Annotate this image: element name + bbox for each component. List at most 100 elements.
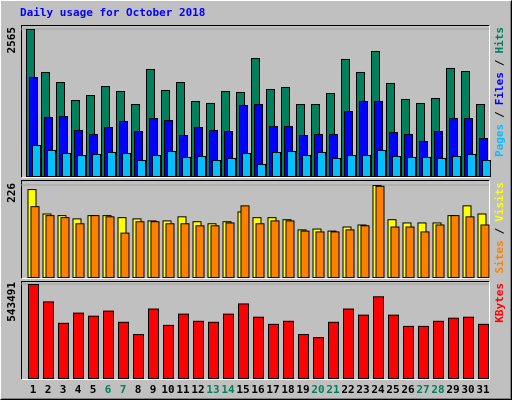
bar	[73, 312, 84, 380]
x-tick-label: 19	[296, 383, 309, 396]
bar	[360, 225, 370, 279]
legend-entry: Hits	[493, 27, 506, 54]
legend: KBytes	[493, 283, 506, 323]
bar	[225, 222, 235, 278]
bar	[285, 220, 295, 278]
bar	[302, 155, 311, 178]
legend-entry: Pages	[493, 124, 506, 157]
x-tick-label: 7	[120, 383, 127, 396]
bar	[75, 223, 85, 278]
bar	[212, 160, 221, 178]
bar	[362, 155, 371, 178]
x-tick-label: 11	[176, 383, 190, 396]
x-tick-label: 9	[150, 383, 157, 396]
bar	[90, 215, 100, 279]
y-tick-label: 543491	[5, 282, 18, 322]
x-tick-label: 13	[206, 383, 219, 396]
legend-separator: /	[493, 111, 506, 118]
bar	[418, 325, 429, 380]
x-tick-label: 30	[461, 383, 474, 396]
x-tick-label: 24	[371, 383, 385, 396]
plot-bevel-dark	[21, 25, 490, 178]
x-tick-label: 1	[30, 383, 37, 396]
bar	[107, 151, 116, 178]
legend-entry: Sites	[493, 240, 506, 273]
bar	[452, 155, 461, 177]
bar	[208, 321, 219, 379]
bar	[448, 317, 459, 379]
bar	[437, 158, 446, 178]
x-tick-label: 25	[386, 383, 399, 396]
bar	[420, 231, 430, 278]
y-tick-label: 226	[5, 183, 18, 203]
bar	[152, 155, 161, 178]
bar	[345, 229, 355, 279]
x-tick-label: 5	[90, 383, 97, 396]
bar	[195, 225, 205, 279]
bar	[465, 216, 475, 279]
x-tick-label: 28	[431, 383, 444, 396]
x-tick-label: 10	[161, 383, 174, 396]
x-tick-label: 31	[476, 383, 490, 396]
x-tick-label: 3	[60, 383, 67, 396]
x-tick-label: 18	[281, 383, 294, 396]
bar	[373, 296, 384, 379]
bar	[58, 322, 69, 380]
plot-bevel-dark	[21, 180, 490, 279]
bar	[272, 151, 281, 178]
plot-bevel-dark	[21, 281, 490, 380]
x-tick-label: 4	[75, 383, 82, 396]
bar	[480, 224, 490, 278]
bar	[45, 215, 55, 279]
bar	[478, 323, 489, 379]
bar	[178, 313, 189, 379]
bar	[167, 151, 176, 177]
bar	[182, 156, 191, 177]
bar	[77, 155, 86, 178]
bar	[62, 153, 71, 177]
bar	[482, 160, 491, 178]
bar	[135, 221, 145, 278]
bar	[317, 151, 326, 178]
bar	[47, 149, 56, 178]
bar	[240, 205, 250, 279]
bar	[28, 284, 39, 379]
x-tick-label: 8	[135, 383, 142, 396]
x-tick-label: 12	[191, 383, 204, 396]
bar	[227, 158, 236, 178]
bar	[463, 316, 474, 380]
legend-entry: Visits	[493, 182, 506, 222]
x-tick-label: 29	[446, 383, 459, 396]
bar	[392, 155, 401, 177]
bar	[193, 320, 204, 379]
y-tick-label: 2565	[5, 27, 18, 54]
plot-bevel-light	[21, 25, 490, 178]
bar	[238, 303, 249, 379]
x-tick-label: 14	[221, 383, 235, 396]
plot-bevel-light	[21, 281, 490, 380]
x-tick-label: 17	[266, 383, 279, 396]
legend-separator: /	[493, 59, 506, 66]
bar	[60, 217, 70, 278]
bar	[377, 149, 386, 178]
bar	[270, 220, 280, 278]
bar	[105, 216, 115, 279]
bar	[223, 313, 234, 379]
bar	[467, 153, 476, 177]
bar	[450, 215, 460, 279]
bar	[118, 321, 129, 379]
bar	[242, 153, 251, 177]
bar	[133, 334, 144, 380]
x-tick-label: 20	[311, 383, 324, 396]
bar	[390, 226, 400, 278]
plot-bevel-light	[21, 180, 490, 279]
x-tick-label: 16	[251, 383, 265, 396]
bar	[103, 310, 114, 379]
bar	[388, 314, 399, 379]
bar	[268, 323, 279, 379]
bar	[298, 334, 309, 380]
legend-entry: Files	[493, 72, 506, 105]
bar	[375, 185, 385, 279]
bar	[433, 320, 444, 379]
bar	[422, 156, 431, 177]
